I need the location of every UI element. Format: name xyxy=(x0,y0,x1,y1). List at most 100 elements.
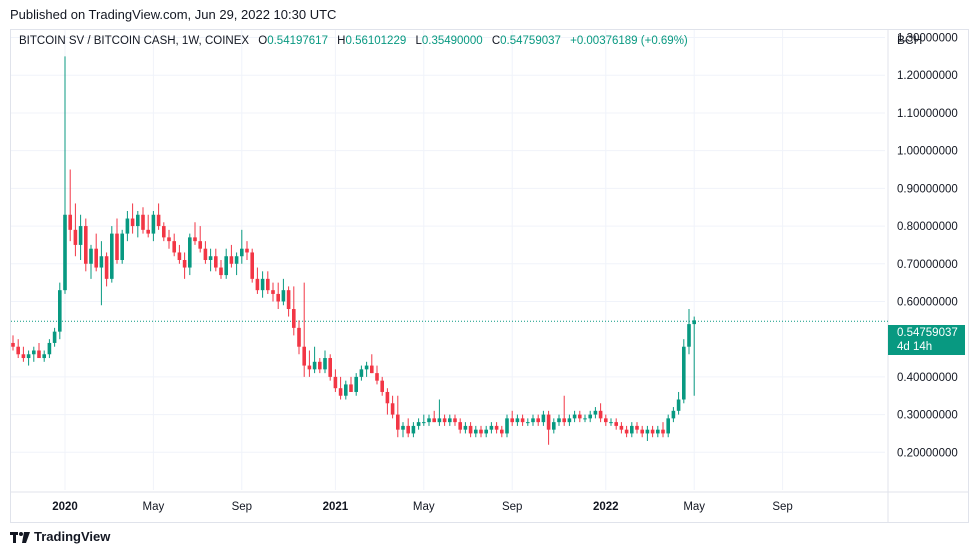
candle-body xyxy=(614,422,618,426)
candle-body xyxy=(609,422,613,424)
legend-high-label: H xyxy=(337,35,346,47)
y-tick-label: 1.30000000 xyxy=(897,33,958,45)
candle-body xyxy=(177,252,182,260)
candle-body xyxy=(448,418,452,423)
x-tick-label: May xyxy=(683,501,705,513)
candle-body xyxy=(266,278,270,291)
candle-body xyxy=(468,425,473,434)
candle-body xyxy=(297,327,301,347)
candle-body xyxy=(214,256,218,268)
legend-low-label: L xyxy=(415,35,422,47)
candle-body xyxy=(224,256,228,276)
candle-body xyxy=(84,226,88,264)
y-tick-label: 0.60000000 xyxy=(897,296,958,308)
legend-open-label: O xyxy=(258,35,268,47)
y-tick-label: 0.80000000 xyxy=(897,221,958,233)
candle-body xyxy=(380,380,384,392)
candle-body xyxy=(552,422,556,430)
candle-body xyxy=(193,237,197,242)
candle-body xyxy=(16,346,20,355)
candle-body xyxy=(229,256,234,264)
candle-body xyxy=(427,418,431,423)
footer-brand-label: TradingView xyxy=(34,529,111,544)
candle-body xyxy=(250,252,254,279)
y-tick-label: 1.20000000 xyxy=(897,70,958,82)
candle-body xyxy=(136,214,140,227)
candle-body xyxy=(520,418,525,423)
candle-body xyxy=(240,248,244,257)
candle-body xyxy=(276,293,280,302)
y-tick-label: 0.30000000 xyxy=(897,410,958,422)
candle-body xyxy=(422,422,426,424)
candle-body xyxy=(208,256,213,260)
candle-body xyxy=(115,233,119,260)
candle-body xyxy=(676,399,681,411)
candle-body xyxy=(630,425,634,434)
candle-body xyxy=(385,391,390,404)
candle-body xyxy=(130,218,135,227)
candle-body xyxy=(188,237,192,268)
candle-body xyxy=(292,309,296,328)
y-tick-label: 0.40000000 xyxy=(897,372,958,384)
y-tick-label: 1.10000000 xyxy=(897,108,958,120)
candle-body xyxy=(624,429,629,434)
ohlc-legend: BITCOIN SV / BITCOIN CASH, 1W, COINEX O0… xyxy=(19,35,688,47)
candle-body xyxy=(68,214,72,230)
candle-body xyxy=(557,418,561,423)
candle-body xyxy=(588,414,592,419)
legend-high-value: 0.56101229 xyxy=(345,35,407,47)
x-tick-label: 2022 xyxy=(593,501,619,513)
candle-body xyxy=(437,418,442,423)
candle-countdown: 4d 14h xyxy=(897,341,933,353)
candle-body xyxy=(515,418,520,423)
x-tick-label: May xyxy=(413,501,435,513)
candle-body xyxy=(99,256,104,268)
candle-body xyxy=(286,290,291,310)
candle-body xyxy=(104,256,109,279)
candle-body xyxy=(536,418,540,423)
candle-body xyxy=(396,414,400,430)
candle-body xyxy=(47,342,52,355)
candle-body xyxy=(401,425,405,430)
candle-body xyxy=(26,354,31,359)
candle-body xyxy=(323,358,327,370)
candle-body xyxy=(671,410,676,419)
candle-body xyxy=(89,248,93,264)
candle-body xyxy=(94,248,98,268)
candle-body xyxy=(692,320,696,325)
footer-brand[interactable]: TradingView xyxy=(10,529,110,544)
candle-body xyxy=(344,384,348,396)
legend-symbol: BITCOIN SV / BITCOIN CASH, 1W, COINEX xyxy=(19,35,250,47)
candle-body xyxy=(58,290,62,332)
candle-body xyxy=(52,331,57,343)
published-caption: Published on TradingView.com, Jun 29, 20… xyxy=(10,7,337,22)
candle-body xyxy=(650,429,655,434)
y-tick-label: 0.70000000 xyxy=(897,259,958,271)
candle-body xyxy=(120,233,124,260)
candle-body xyxy=(458,422,462,430)
candle-body xyxy=(463,425,468,430)
candle-body xyxy=(500,429,504,434)
candle-body xyxy=(32,350,36,355)
candle-body xyxy=(318,361,322,370)
candle-body xyxy=(146,229,150,234)
candle-body xyxy=(172,241,176,253)
candle-body xyxy=(63,214,67,291)
legend-close-value: 0.54759037 xyxy=(500,35,561,47)
legend-open-value: 0.54197617 xyxy=(267,35,328,47)
candle-body xyxy=(442,418,447,423)
candle-body xyxy=(474,429,478,434)
candle-body xyxy=(567,418,572,423)
candle-body xyxy=(156,214,161,227)
candle-body xyxy=(234,256,239,264)
candle-body xyxy=(255,278,260,291)
candle-body xyxy=(42,354,46,359)
candle-body xyxy=(182,260,187,268)
candle-body xyxy=(432,418,436,423)
x-tick-label: 2020 xyxy=(52,501,78,513)
candle-body xyxy=(546,414,551,430)
candle-body xyxy=(338,388,343,396)
candle-body xyxy=(151,214,156,234)
candle-body xyxy=(479,429,483,434)
